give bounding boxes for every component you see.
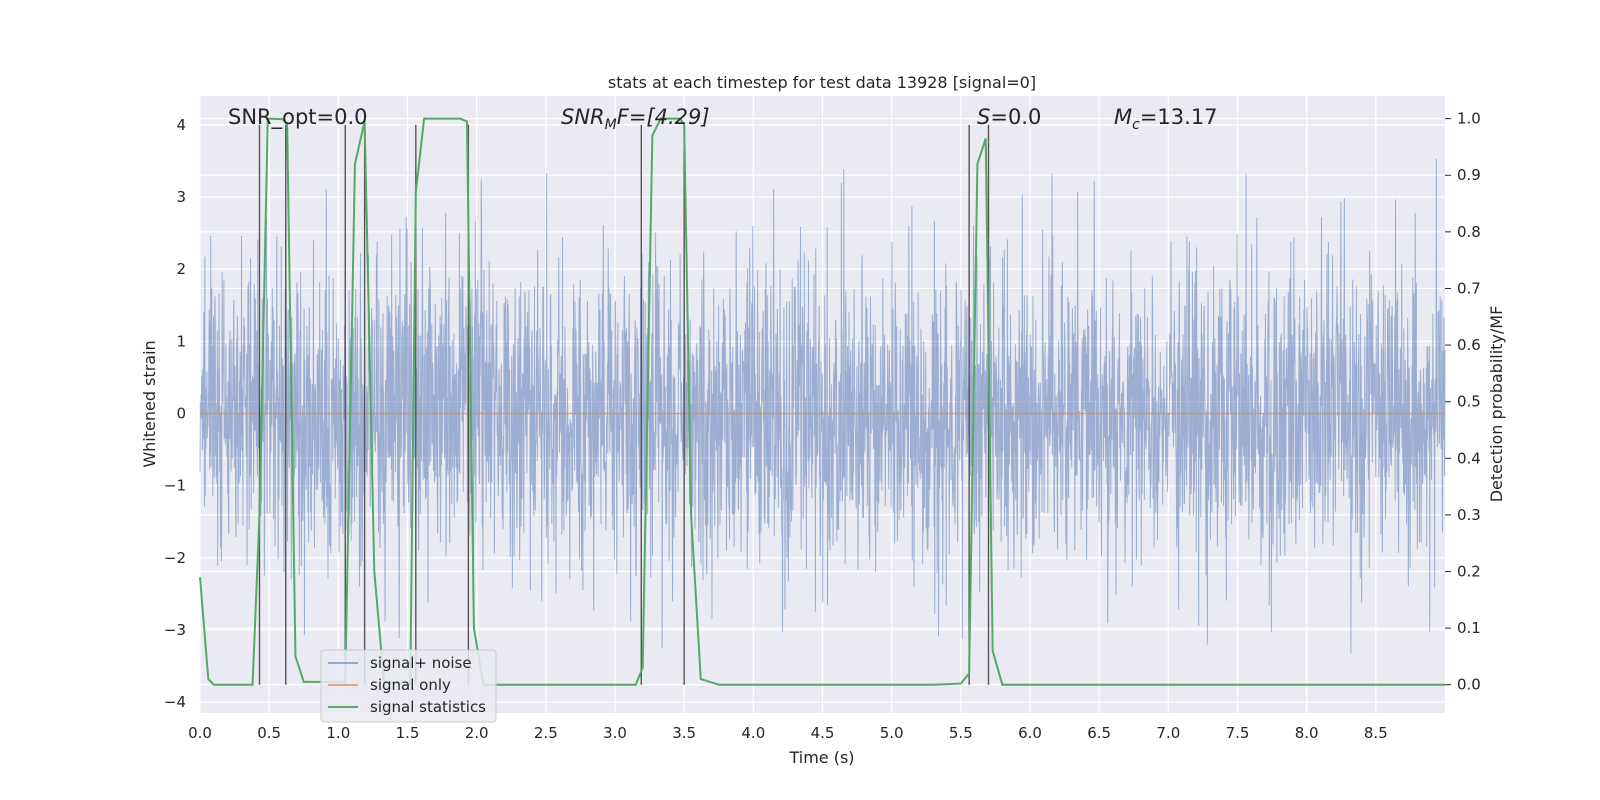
legend: signal+ noise signal only signal statist…: [320, 649, 497, 723]
x-tick-label: 5.0: [880, 724, 904, 742]
x-tick-label: 3.0: [603, 724, 627, 742]
x-tick-label: 8.5: [1364, 724, 1388, 742]
x-tick-label: 4.5: [811, 724, 835, 742]
annotation-s: S=0.0: [977, 105, 1041, 129]
x-tick-label: 3.5: [672, 724, 696, 742]
y-tick-label: −1: [164, 477, 186, 495]
y-tick-label: 1: [176, 332, 186, 350]
annotation-s-main: S: [977, 105, 990, 129]
x-tick-label: 8.0: [1295, 724, 1319, 742]
y-right-tick-label: 0.6: [1457, 336, 1481, 354]
chart-title: stats at each timestep for test data 139…: [608, 73, 1036, 92]
annotation-snr-mf-main: SNR: [561, 105, 605, 129]
y-right-tick-label: 0.5: [1457, 393, 1481, 411]
annotation-snr-mf-rest: F=[4.29]: [617, 105, 710, 129]
y-right-tick-label: 0.9: [1457, 166, 1481, 184]
annotation-snr-mf: SNRMF=[4.29]: [561, 105, 710, 133]
legend-label-signal: signal only: [370, 676, 451, 694]
x-tick-label: 5.5: [949, 724, 973, 742]
legend-label-noise: signal+ noise: [370, 654, 472, 672]
y-axis-label: Whitened strain: [140, 340, 159, 467]
x-tick-label: 2.0: [465, 724, 489, 742]
y-right-tick-label: 0.1: [1457, 619, 1481, 637]
legend-box: [320, 649, 497, 723]
legend-label-stats: signal statistics: [370, 698, 486, 716]
y-right-tick-label: 1.0: [1457, 110, 1481, 128]
vertical-markers: [258, 124, 990, 685]
y-right-tick-label: 0.8: [1457, 223, 1481, 241]
annotation-snr-mf-sub: M: [605, 117, 617, 133]
y-tick-label: 2: [176, 260, 186, 278]
x-tick-label: 0.5: [257, 724, 281, 742]
y-tick-label: −2: [164, 549, 186, 567]
axes: 0.0 0.5 1.0 1.5 2.0 2.5 3.0 3.5 4.0 4.5 5.0 5.5 6.0 6…: [164, 110, 1481, 742]
signal-statistics-series: [199, 117, 1445, 686]
y-right-tick-label: 0.0: [1457, 676, 1481, 694]
x-tick-label: 2.5: [534, 724, 558, 742]
y-tick-label: 0: [176, 405, 186, 423]
y-tick-label: −4: [164, 693, 186, 711]
x-axis-label: Time (s): [788, 748, 854, 767]
y-right-tick-label: 0.2: [1457, 562, 1481, 580]
signal-noise-line: [199, 158, 1446, 654]
x-tick-label: 1.5: [396, 724, 420, 742]
y-tick-label: 4: [176, 116, 186, 134]
x-tick-label: 4.0: [741, 724, 765, 742]
y-tick-label: 3: [176, 188, 186, 206]
x-tick-label: 7.5: [1226, 724, 1250, 742]
y-right-tick-label: 0.4: [1457, 449, 1481, 467]
signal-statistics-line: [199, 117, 1445, 686]
annotation-mc-sub: c: [1132, 117, 1140, 133]
y-axis-right-label: Detection probability/MF: [1487, 306, 1506, 503]
annotation-mc-rest: =13.17: [1140, 105, 1218, 129]
x-tick-label: 0.0: [188, 724, 212, 742]
y-right-tick-label: 0.3: [1457, 506, 1481, 524]
annotation-mc-main: M: [1114, 105, 1132, 129]
x-tick-label: 7.0: [1156, 724, 1180, 742]
x-tick-label: 6.5: [1087, 724, 1111, 742]
signal-noise-series: [199, 158, 1446, 654]
x-tick-label: 1.0: [326, 724, 350, 742]
x-tick-label: 6.0: [1018, 724, 1042, 742]
annotation-s-rest: =0.0: [990, 105, 1041, 129]
annotation-mc: Mc=13.17: [1114, 105, 1218, 133]
y-right-tick-label: 0.7: [1457, 279, 1481, 297]
y-tick-label: −3: [164, 621, 186, 639]
annotation-snr-opt: SNR_opt=0.0: [228, 105, 368, 130]
